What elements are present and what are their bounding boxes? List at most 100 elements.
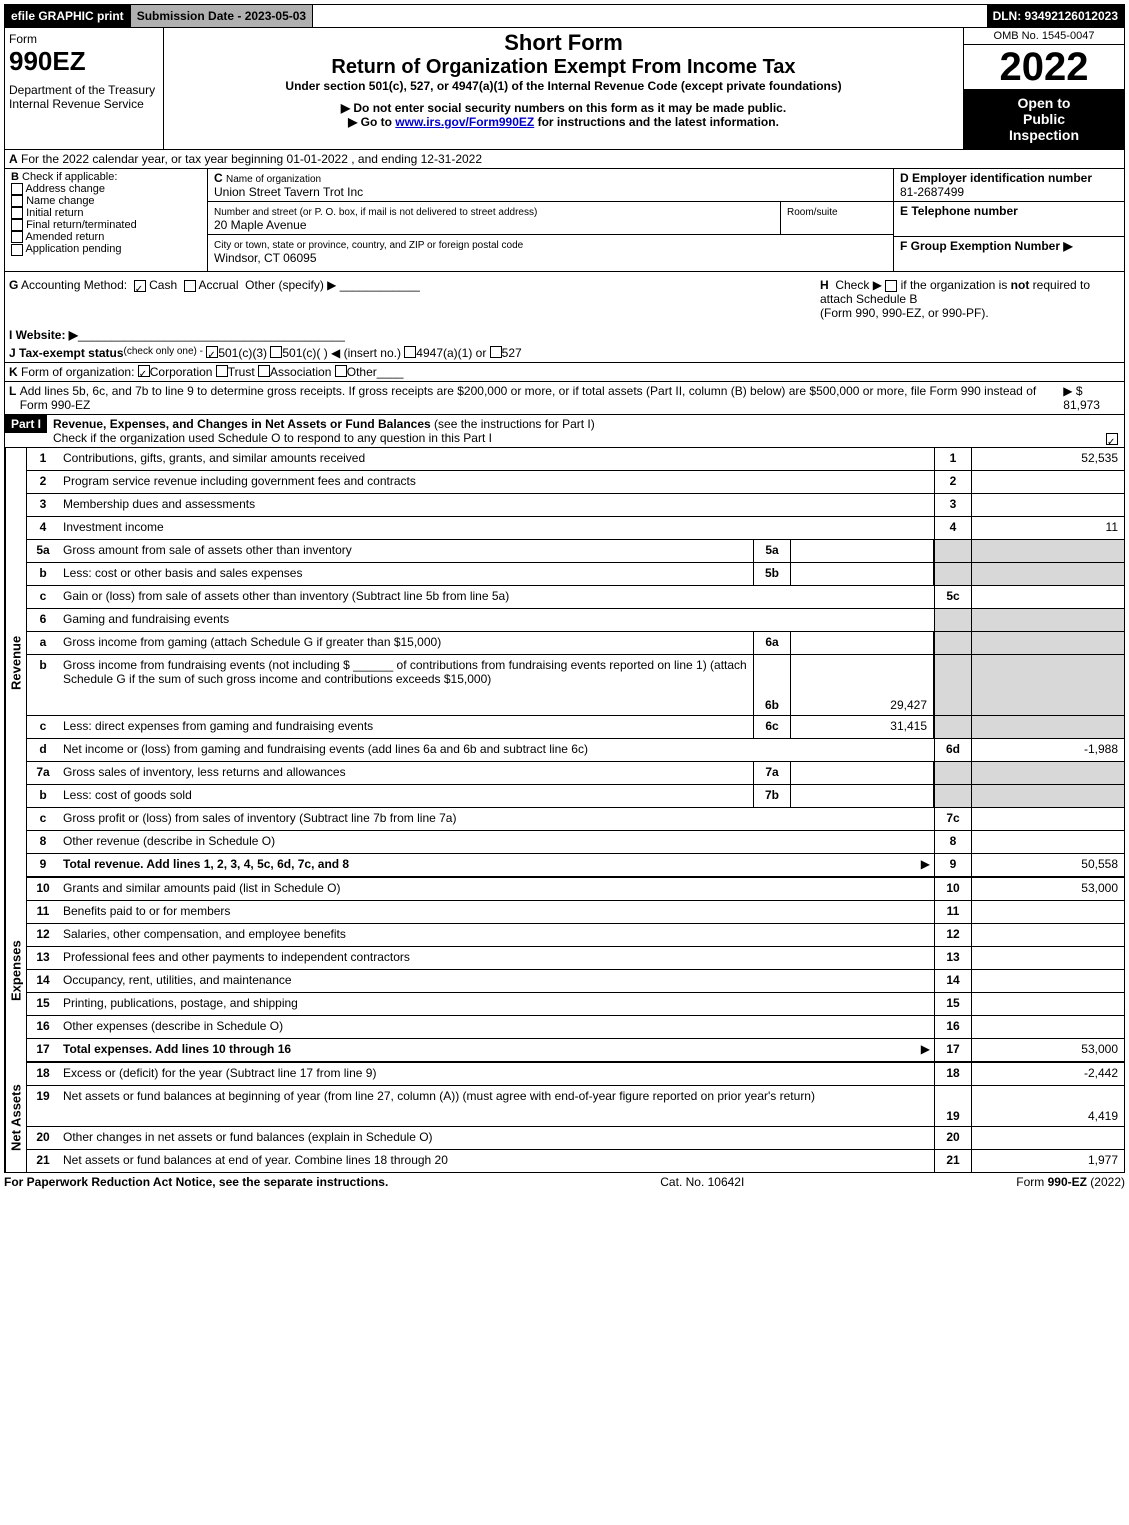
line-6-desc: Gaming and fundraising events	[59, 609, 934, 631]
line-13-amt	[972, 947, 1124, 969]
line-17-ref: 17	[934, 1039, 972, 1061]
expenses-vlabel: Expenses	[5, 878, 26, 1063]
checkbox-schedule-o[interactable]	[1106, 433, 1118, 445]
telephone-label: E Telephone number	[900, 204, 1018, 218]
checkbox-cash[interactable]	[134, 280, 146, 292]
line-7c-num: c	[27, 808, 59, 830]
checkbox-trust[interactable]	[216, 365, 228, 377]
section-h: H Check ▶ if the organization is not req…	[820, 278, 1120, 320]
ein-value: 81-2687499	[900, 185, 964, 199]
line-3: 3 Membership dues and assessments 3	[26, 494, 1125, 517]
line-12-desc: Salaries, other compensation, and employ…	[59, 924, 934, 946]
line-6c-desc: Less: direct expenses from gaming and fu…	[59, 716, 753, 738]
checkbox-association[interactable]	[258, 365, 270, 377]
line-20-desc: Other changes in net assets or fund bala…	[59, 1127, 934, 1149]
line-21-amt: 1,977	[972, 1150, 1124, 1172]
line-7a-desc: Gross sales of inventory, less returns a…	[59, 762, 753, 784]
netassets-lines: 18 Excess or (deficit) for the year (Sub…	[26, 1063, 1125, 1172]
checkbox-4947[interactable]	[404, 346, 416, 358]
line-8-num: 8	[27, 831, 59, 853]
line-6b-subamt: 29,427	[791, 655, 934, 715]
checkbox-initial-return[interactable]	[11, 207, 23, 219]
checkbox-name-change[interactable]	[11, 195, 23, 207]
line-10-amt: 53,000	[972, 878, 1124, 900]
line-17-num: 17	[27, 1039, 59, 1061]
netassets-section: Net Assets 18 Excess or (deficit) for th…	[4, 1063, 1125, 1173]
line-13-desc: Professional fees and other payments to …	[59, 947, 934, 969]
checkbox-501c3[interactable]	[206, 346, 218, 358]
line-6b-sub: 6b	[753, 655, 791, 715]
line-16-desc: Other expenses (describe in Schedule O)	[59, 1016, 934, 1038]
line-7b-sub: 7b	[753, 785, 791, 807]
line-6a-desc: Gross income from gaming (attach Schedul…	[59, 632, 753, 654]
street-label: Number and street (or P. O. box, if mail…	[214, 207, 537, 218]
section-e: E Telephone number	[894, 202, 1124, 237]
goto-prefix: ▶ Go to	[348, 115, 395, 129]
line-20-ref: 20	[934, 1127, 972, 1149]
omb-number: OMB No. 1545-0047	[964, 28, 1124, 45]
checkbox-amended-return[interactable]	[11, 231, 23, 243]
line-9-ref: 9	[934, 854, 972, 876]
line-5b-sub: 5b	[753, 563, 791, 585]
tax-year: 2022	[964, 45, 1124, 89]
line-7a-ref	[934, 762, 972, 784]
opt-final-return: Final return/terminated	[26, 219, 137, 231]
opt-amended-return: Amended return	[25, 231, 104, 243]
section-c: C Name of organization Union Street Tave…	[208, 169, 894, 271]
line-7b-ref	[934, 785, 972, 807]
open-line2: Public	[968, 111, 1120, 127]
line-18-desc: Excess or (deficit) for the year (Subtra…	[59, 1063, 934, 1085]
city-block: City or town, state or province, country…	[208, 235, 893, 267]
goto-link[interactable]: www.irs.gov/Form990EZ	[395, 115, 534, 129]
section-k-label: K	[9, 365, 18, 379]
line-6c: c Less: direct expenses from gaming and …	[26, 716, 1125, 739]
line-7a-num: 7a	[27, 762, 59, 784]
opt-4947: 4947(a)(1) or	[416, 346, 486, 360]
line-3-desc: Membership dues and assessments	[59, 494, 934, 516]
checkbox-application-pending[interactable]	[11, 244, 23, 256]
checkbox-schedule-b[interactable]	[885, 280, 897, 292]
line-9-num: 9	[27, 854, 59, 876]
checkbox-other-org[interactable]	[335, 365, 347, 377]
line-6a-num: a	[27, 632, 59, 654]
line-8-amt	[972, 831, 1124, 853]
line-6b-ref	[934, 655, 972, 715]
line-15-num: 15	[27, 993, 59, 1015]
checkbox-final-return[interactable]	[11, 219, 23, 231]
line-6c-amt	[972, 716, 1124, 738]
line-9-desc-text: Total revenue. Add lines 1, 2, 3, 4, 5c,…	[63, 857, 349, 871]
line-15-amt	[972, 993, 1124, 1015]
line-11-ref: 11	[934, 901, 972, 923]
line-11-desc: Benefits paid to or for members	[59, 901, 934, 923]
line-6a-amt	[972, 632, 1124, 654]
line-5a-subamt	[791, 540, 934, 562]
line-6c-num: c	[27, 716, 59, 738]
checkbox-501c[interactable]	[270, 346, 282, 358]
line-5a-ref	[934, 540, 972, 562]
line-5c-num: c	[27, 586, 59, 608]
line-10-ref: 10	[934, 878, 972, 900]
line-2-ref: 2	[934, 471, 972, 493]
goto-suffix: for instructions and the latest informat…	[534, 115, 779, 129]
line-11-amt	[972, 901, 1124, 923]
section-b-label: B	[11, 171, 19, 183]
checkbox-accrual[interactable]	[184, 280, 196, 292]
opt-501c3: 501(c)(3)	[218, 346, 267, 360]
line-6b-desc: Gross income from fundraising events (no…	[59, 655, 753, 715]
line-7c-amt	[972, 808, 1124, 830]
section-k: K Form of organization: Corporation Trus…	[4, 363, 1125, 382]
line-7c: c Gross profit or (loss) from sales of i…	[26, 808, 1125, 831]
footer-right-suffix: (2022)	[1087, 1175, 1125, 1189]
line-7b-amt	[972, 785, 1124, 807]
checkbox-527[interactable]	[490, 346, 502, 358]
checkbox-address-change[interactable]	[11, 183, 23, 195]
part1-sub: (see the instructions for Part I)	[434, 417, 595, 431]
open-line3: Inspection	[968, 127, 1120, 143]
line-6-num: 6	[27, 609, 59, 631]
line-8-ref: 8	[934, 831, 972, 853]
open-line1: Open to	[968, 95, 1120, 111]
header-subtitle: Under section 501(c), 527, or 4947(a)(1)…	[170, 79, 957, 93]
opt-trust: Trust	[228, 365, 255, 379]
checkbox-corporation[interactable]	[138, 365, 150, 377]
footer-right: Form 990-EZ (2022)	[1016, 1175, 1125, 1189]
